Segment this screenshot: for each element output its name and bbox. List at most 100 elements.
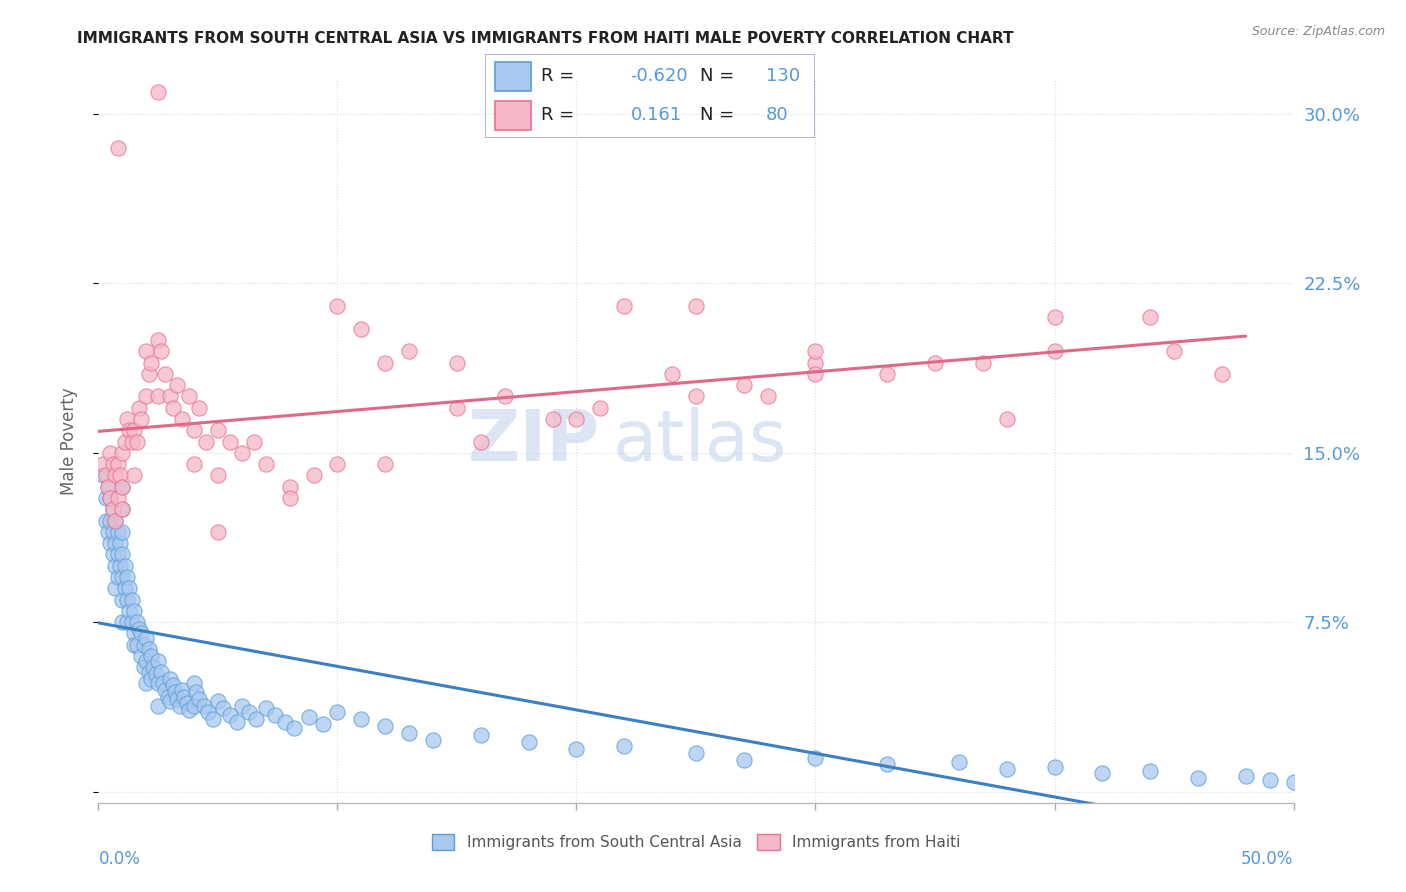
Point <box>108 558 131 573</box>
Point <box>876 367 898 381</box>
Point <box>98 446 122 460</box>
Text: Source: ZipAtlas.com: Source: ZipAtlas.com <box>1251 25 1385 38</box>
Point <box>115 615 138 630</box>
Point <box>149 665 172 679</box>
Point <box>446 401 468 415</box>
Point <box>98 536 122 550</box>
Point <box>446 355 468 369</box>
Point <box>804 750 827 764</box>
Point <box>124 468 146 483</box>
Point <box>118 582 141 596</box>
Point <box>661 367 683 381</box>
Point <box>193 698 215 713</box>
Point <box>128 622 150 636</box>
Point <box>104 514 127 528</box>
Point <box>1043 344 1066 359</box>
Point <box>398 726 420 740</box>
Point <box>274 714 297 729</box>
Point <box>111 480 134 494</box>
Point <box>107 141 129 155</box>
Point <box>283 721 305 735</box>
Point <box>97 480 120 494</box>
Point <box>245 712 267 726</box>
Point <box>98 514 122 528</box>
Point <box>1211 367 1233 381</box>
Point <box>148 389 170 403</box>
Point <box>183 676 205 690</box>
Point <box>374 457 396 471</box>
Point <box>121 434 143 449</box>
Point <box>97 480 120 494</box>
Point <box>148 333 170 347</box>
Point <box>107 491 129 505</box>
Point <box>172 412 194 426</box>
Point <box>101 502 124 516</box>
Point <box>104 558 127 573</box>
Text: IMMIGRANTS FROM SOUTH CENTRAL ASIA VS IMMIGRANTS FROM HAITI MALE POVERTY CORRELA: IMMIGRANTS FROM SOUTH CENTRAL ASIA VS IM… <box>77 31 1014 46</box>
Point <box>139 672 162 686</box>
Point <box>207 694 229 708</box>
Point <box>183 423 205 437</box>
Point <box>156 690 179 704</box>
Point <box>101 524 124 539</box>
Point <box>152 676 174 690</box>
Point <box>135 344 157 359</box>
Point <box>101 457 124 471</box>
Point <box>589 401 612 415</box>
Point <box>995 412 1018 426</box>
Point <box>350 321 373 335</box>
Point <box>1043 760 1066 774</box>
Point <box>118 604 141 618</box>
Text: N =: N = <box>700 68 734 86</box>
Point <box>219 707 242 722</box>
Point <box>163 685 186 699</box>
Point <box>115 570 138 584</box>
Point <box>111 524 134 539</box>
Bar <box>495 62 531 91</box>
Point <box>312 716 335 731</box>
Point <box>115 592 138 607</box>
Point <box>243 434 266 449</box>
Point <box>159 672 181 686</box>
Point <box>804 367 827 381</box>
Point <box>948 755 970 769</box>
Point <box>114 558 136 573</box>
Point <box>111 592 134 607</box>
Point <box>142 660 165 674</box>
Text: N =: N = <box>700 106 734 124</box>
Point <box>114 582 136 596</box>
Text: 0.0%: 0.0% <box>98 850 141 868</box>
Point <box>145 667 167 681</box>
Point <box>238 706 260 720</box>
Point <box>565 412 588 426</box>
Y-axis label: Male Poverty: Male Poverty <box>59 388 77 495</box>
Point <box>148 698 170 713</box>
Point <box>111 502 134 516</box>
Point <box>565 741 588 756</box>
Point <box>135 676 157 690</box>
Point <box>398 344 420 359</box>
Point <box>1139 764 1161 779</box>
Point <box>118 423 141 437</box>
Point <box>231 446 253 460</box>
Point <box>104 536 127 550</box>
Point <box>104 514 127 528</box>
Point <box>302 468 325 483</box>
Point <box>139 648 162 663</box>
Point <box>124 638 146 652</box>
Point <box>169 698 191 713</box>
Point <box>613 739 636 754</box>
Point <box>179 389 201 403</box>
Point <box>173 690 195 704</box>
Point <box>685 299 707 313</box>
Point <box>183 698 205 713</box>
Point <box>97 524 120 539</box>
Point <box>1282 775 1305 789</box>
Point <box>207 468 229 483</box>
Point <box>613 299 636 313</box>
Point <box>91 468 114 483</box>
Point <box>131 648 153 663</box>
Point <box>111 570 134 584</box>
Point <box>148 85 170 99</box>
Point <box>121 592 143 607</box>
